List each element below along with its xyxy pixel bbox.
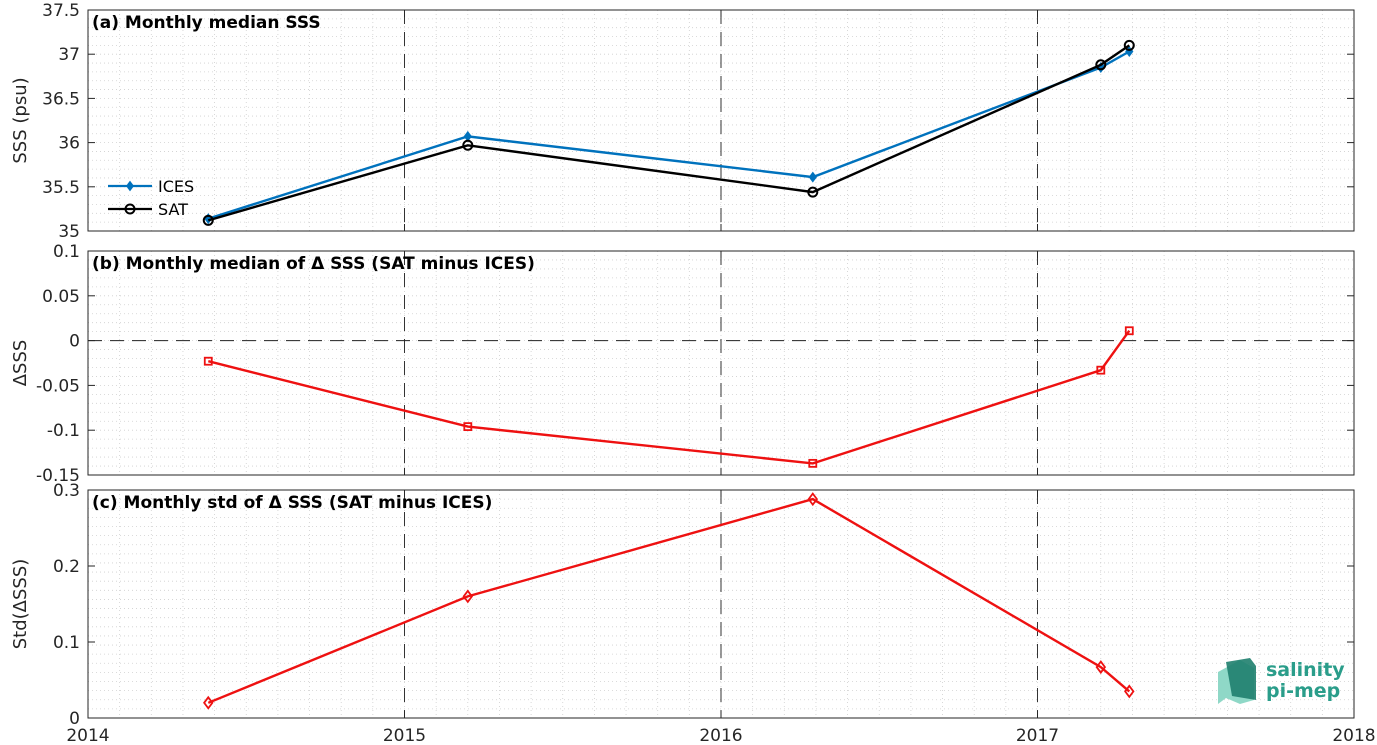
panel-b: -0.15 -0.1 -0.05 0 0.05 0.1 ΔSSS (b) Monthly me… [10,242,1355,486]
data-point [463,422,473,432]
y-tick-label: -0.1 [47,421,80,441]
series-sat [202,39,1135,226]
series-delta [203,492,1135,710]
panel-c: 0 0.1 0.2 0.3 2014 2015 2016 2017 2018 Std(ΔSSS) (… [10,481,1376,745]
y-axis-label: SSS (psu) [10,77,31,163]
y-tick-label: 36 [58,134,80,154]
legend-label: SAT [158,200,188,219]
data-point [462,589,474,604]
data-point [1124,684,1135,699]
data-point [1124,326,1134,336]
panel-title: (a) Monthly median SSS [92,13,321,33]
salinity-pimep-logo: salinity pi-mep [1218,658,1345,704]
legend-marker [124,203,136,215]
y-tick-label: 0 [69,709,80,729]
data-point [462,139,474,151]
legend-label: ICES [158,177,194,196]
logo-line1: salinity [1266,659,1345,681]
y-tick-label: 37 [58,45,80,65]
y-tick-label: 35.5 [42,178,80,198]
data-point [808,458,818,468]
y-tick-label: -0.05 [36,376,80,396]
y-tick-label: 0.05 [42,287,80,307]
y-tick-label: 0.1 [53,633,80,653]
x-tick-label: 2014 [66,726,109,745]
y-tick-label: 0 [69,332,80,352]
y-tick-label: 37.5 [42,1,80,21]
panel-title: (b) Monthly median of Δ SSS (SAT minus I… [92,254,535,274]
legend: ICES SAT [108,177,194,219]
series-line [208,329,1131,465]
panel-title: (c) Monthly std of Δ SSS (SAT minus ICES… [92,493,492,513]
y-tick-label: 35 [58,222,80,242]
series-delta [203,326,1134,468]
y-tick-label: 0.1 [53,242,80,262]
data-point [1095,59,1107,71]
y-axis-label: Std(ΔSSS) [10,559,31,650]
series-line [207,497,1131,704]
legend-marker [126,180,134,192]
data-point [203,695,214,710]
data-point [807,186,819,198]
data-point [202,214,214,226]
data-point [1123,39,1135,51]
logo-line2: pi-mep [1266,680,1340,702]
x-tick-label: 2016 [699,726,742,745]
y-axis-label: ΔSSS [10,340,31,387]
data-point [203,356,213,366]
x-tick-label: 2018 [1332,726,1375,745]
data-point [1096,365,1106,375]
y-tick-label: 36.5 [42,89,80,109]
series-line [207,44,1130,222]
data-point [808,171,817,183]
x-tick-label: 2015 [383,726,426,745]
logo-block-icon [1226,658,1256,700]
y-tick-label: 0.2 [53,557,80,577]
y-tick-label: 0.3 [53,481,80,501]
y-tick-label: -0.15 [36,466,80,486]
panel-a: 35 35.5 36 36.5 37 37.5 SSS (psu) (a) Monthly m… [10,1,1355,242]
data-point [1095,660,1107,675]
x-tick-label: 2017 [1016,726,1059,745]
data-point [807,492,819,507]
